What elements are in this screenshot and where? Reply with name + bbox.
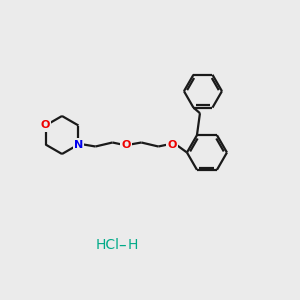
- Text: N: N: [74, 140, 83, 149]
- Text: O: O: [122, 140, 131, 149]
- Text: O: O: [167, 140, 177, 149]
- Text: HCl: HCl: [96, 238, 120, 252]
- Text: O: O: [41, 121, 50, 130]
- Text: –: –: [118, 238, 126, 253]
- Text: H: H: [128, 238, 138, 252]
